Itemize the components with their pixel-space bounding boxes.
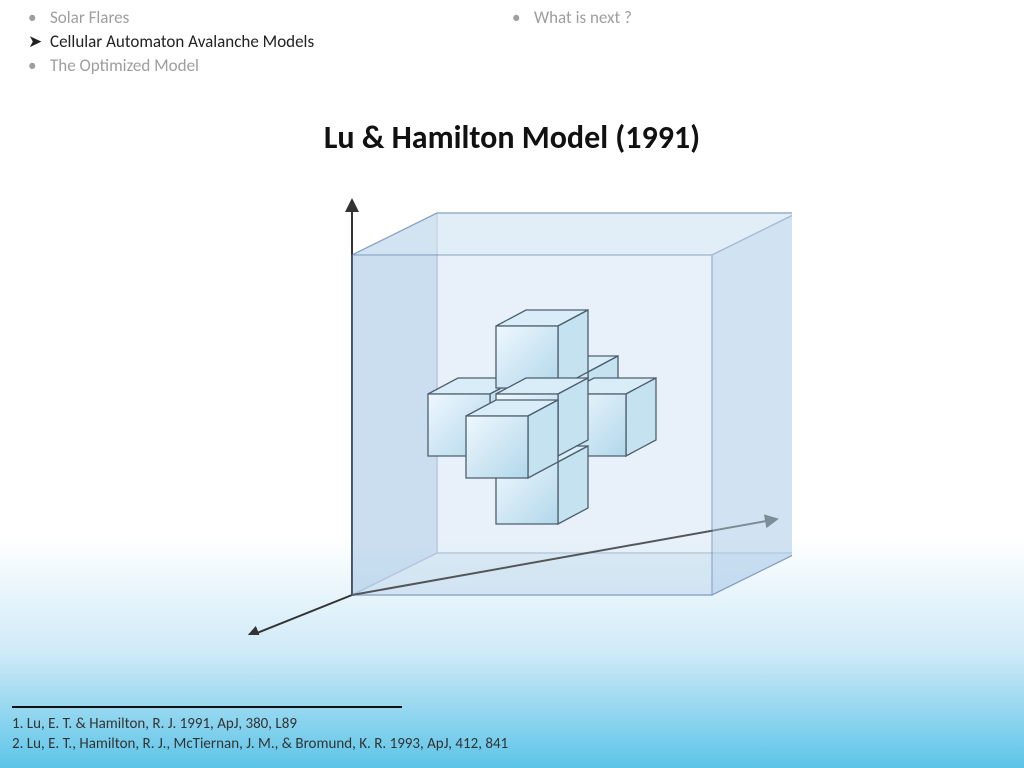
nav-outline: •Solar Flares➤Cellular Automaton Avalanc… bbox=[28, 6, 996, 78]
slide-title: Lu & Hamilton Model (1991) bbox=[0, 118, 1024, 157]
dot-bullet-icon: • bbox=[28, 6, 50, 30]
reference-1: 1. Lu, E. T. & Hamilton, R. J. 1991, ApJ… bbox=[12, 714, 508, 734]
nav-item-left-1: ➤Cellular Automaton Avalanche Models bbox=[28, 30, 512, 54]
dot-bullet-icon: • bbox=[512, 6, 534, 30]
dot-bullet-icon: • bbox=[28, 54, 50, 78]
nav-item-left-0: •Solar Flares bbox=[28, 6, 512, 30]
nav-item-label: What is next ? bbox=[534, 6, 632, 30]
arrow-bullet-icon: ➤ bbox=[28, 30, 50, 54]
outer-box-front bbox=[352, 213, 792, 595]
footer-rule bbox=[12, 706, 402, 708]
footer-references: 1. Lu, E. T. & Hamilton, R. J. 1991, ApJ… bbox=[12, 706, 508, 754]
nav-item-left-2: •The Optimized Model bbox=[28, 54, 512, 78]
lu-hamilton-diagram bbox=[232, 175, 792, 635]
nav-col-right: •What is next ? bbox=[512, 6, 996, 78]
nav-item-right-0: •What is next ? bbox=[512, 6, 996, 30]
nav-item-label: The Optimized Model bbox=[50, 54, 199, 78]
diagram-container bbox=[0, 175, 1024, 648]
nav-col-left: •Solar Flares➤Cellular Automaton Avalanc… bbox=[28, 6, 512, 78]
nav-item-label: Cellular Automaton Avalanche Models bbox=[50, 30, 314, 54]
reference-2: 2. Lu, E. T., Hamilton, R. J., McTiernan… bbox=[12, 734, 508, 754]
nav-item-label: Solar Flares bbox=[50, 6, 129, 30]
